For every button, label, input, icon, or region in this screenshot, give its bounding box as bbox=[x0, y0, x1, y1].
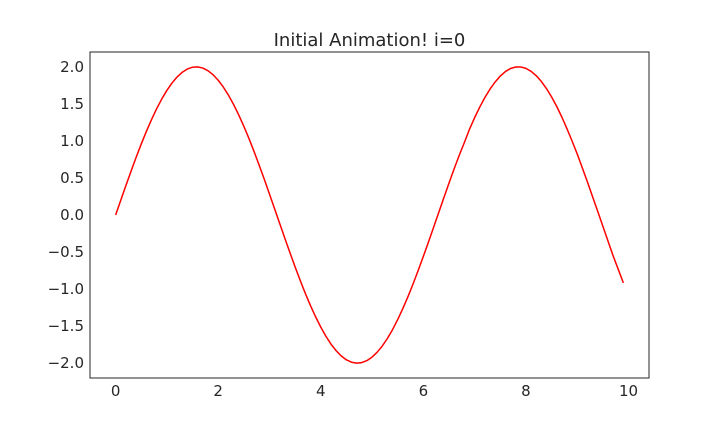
chart-title: Initial Animation! i=0 bbox=[274, 30, 466, 51]
y-tick-label: −0.5 bbox=[48, 243, 84, 261]
y-axis-ticks: 2.0 1.5 1.0 0.5 0.0 −0.5 −1.0 −1.5 −2.0 bbox=[48, 58, 84, 372]
y-tick-label: −1.0 bbox=[48, 280, 84, 298]
plot-area-frame bbox=[89, 51, 650, 379]
y-tick-label: 2.0 bbox=[60, 58, 84, 76]
y-tick-label: 0.0 bbox=[60, 206, 84, 224]
x-tick-label: 6 bbox=[419, 382, 429, 400]
series-line-0 bbox=[114, 66, 625, 364]
x-tick-label: 2 bbox=[213, 382, 223, 400]
y-tick-label: −2.0 bbox=[48, 354, 84, 372]
y-tick-label: 1.5 bbox=[60, 95, 84, 113]
x-tick-label: 4 bbox=[316, 382, 326, 400]
y-tick-label: 0.5 bbox=[60, 169, 84, 187]
x-tick-label: 10 bbox=[619, 382, 638, 400]
x-tick-label: 0 bbox=[111, 382, 121, 400]
x-tick-label: 8 bbox=[521, 382, 531, 400]
y-tick-label: −1.5 bbox=[48, 317, 84, 335]
y-tick-label: 1.0 bbox=[60, 132, 84, 150]
series-layer bbox=[114, 66, 625, 364]
x-axis-ticks: 0 2 4 6 8 10 bbox=[111, 382, 638, 400]
